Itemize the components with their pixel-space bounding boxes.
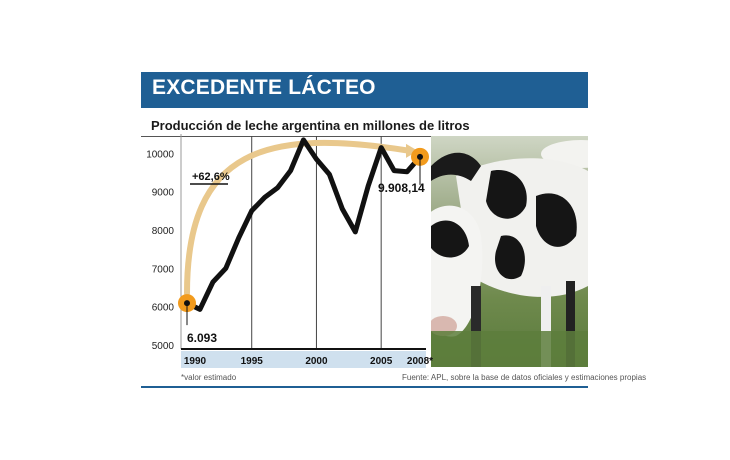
cow-spot <box>495 235 525 280</box>
growth-label: +62,6% <box>192 171 230 183</box>
x-tick-label: 2005 <box>370 356 393 367</box>
bottom-rule <box>141 386 588 388</box>
cow-spot <box>536 193 577 247</box>
x-axis-baseline <box>181 348 426 350</box>
grass <box>431 331 588 367</box>
footnote-source: Fuente: APL, sobre la base de datos ofic… <box>402 373 647 382</box>
cow-leg <box>541 286 551 367</box>
x-tick-label: 2000 <box>305 356 328 367</box>
y-tick-label: 7000 <box>152 264 175 275</box>
cow-illustration <box>431 140 588 367</box>
title-rule <box>141 136 431 137</box>
y-tick-label: 6000 <box>152 303 175 314</box>
y-tick-label: 8000 <box>152 226 175 237</box>
x-tick-label: 1995 <box>241 356 264 367</box>
cow-spot <box>486 170 527 219</box>
cow-head-spot <box>431 220 469 258</box>
start-value-label: 6.093 <box>187 331 217 345</box>
cow-leg <box>566 281 575 367</box>
x-axis-band <box>181 351 426 368</box>
footnote-estimate: *valor estimado <box>181 373 237 382</box>
growth-arrowhead <box>406 143 418 158</box>
chart-title: Producción de leche argentina en millone… <box>151 118 470 133</box>
y-tick-label: 5000 <box>152 341 175 352</box>
y-tick-label: 10000 <box>146 149 174 160</box>
cow-photo <box>431 136 588 367</box>
x-tick-label: 2008* <box>407 356 433 367</box>
cow-back <box>431 152 481 181</box>
cow-muzzle <box>431 316 457 336</box>
y-tick-label: 9000 <box>152 188 175 199</box>
header-title: EXCEDENTE LÁCTEO <box>152 76 376 99</box>
cow-leg <box>471 286 481 367</box>
end-value-label: 9.908,14 <box>378 181 425 195</box>
growth-arc <box>184 139 413 297</box>
series-line <box>184 137 423 312</box>
header-bar <box>141 72 588 108</box>
x-tick-label: 1990 <box>184 356 207 367</box>
